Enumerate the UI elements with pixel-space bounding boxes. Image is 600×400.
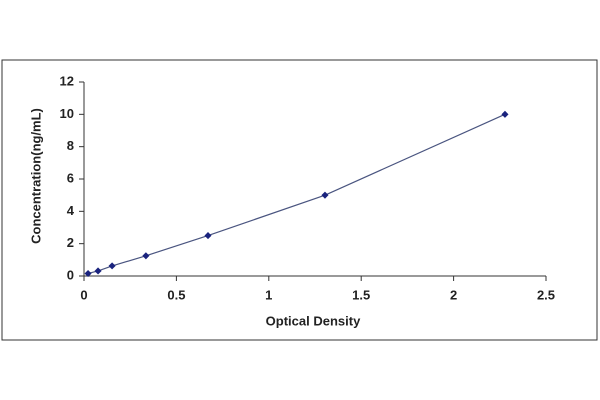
y-tick-label: 10 bbox=[60, 106, 74, 121]
data-point bbox=[204, 232, 212, 240]
data-point bbox=[108, 262, 116, 270]
data-point bbox=[84, 269, 92, 278]
x-axis-label: Optical Density bbox=[266, 313, 361, 328]
x-tick-label: 0 bbox=[80, 287, 87, 302]
data-point bbox=[501, 110, 509, 118]
y-axis-label: Concentration(ng/mL) bbox=[28, 108, 43, 244]
x-tick-label: 1 bbox=[265, 287, 272, 302]
data-point bbox=[94, 267, 102, 275]
y-tick-label: 12 bbox=[60, 73, 74, 88]
x-tick-label: 1.5 bbox=[352, 287, 370, 302]
y-tick-label: 4 bbox=[67, 203, 75, 218]
data-point bbox=[142, 252, 150, 260]
y-tick-label: 0 bbox=[67, 267, 74, 282]
data-point bbox=[321, 191, 329, 199]
y-tick-label: 2 bbox=[67, 235, 74, 250]
x-tick-label: 2.5 bbox=[537, 287, 555, 302]
x-tick-label: 2 bbox=[450, 287, 457, 302]
y-tick-label: 8 bbox=[67, 138, 74, 153]
y-tick-label: 6 bbox=[67, 170, 74, 185]
chart-frame bbox=[1, 59, 598, 341]
x-tick-label: 0.5 bbox=[167, 287, 185, 302]
